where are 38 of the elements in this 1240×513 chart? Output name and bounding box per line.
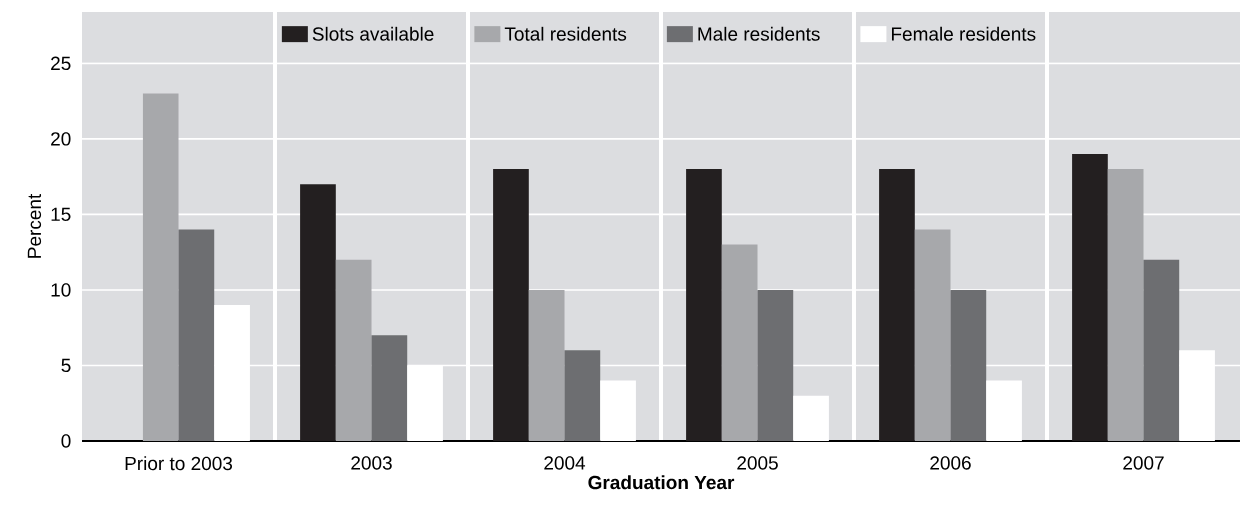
bar — [600, 380, 636, 441]
bar — [879, 169, 915, 441]
x-tick-label: 2007 — [1123, 456, 1164, 470]
y-tick-label: 25 — [51, 56, 71, 71]
bar — [335, 259, 372, 441]
bar — [178, 229, 215, 441]
bar — [986, 380, 1022, 441]
bar — [300, 184, 336, 441]
x-tick-label: 2004 — [544, 456, 586, 470]
x-tick-label: Prior to 2003 — [125, 456, 233, 471]
bar — [686, 169, 722, 441]
x-tick-label: 2006 — [930, 456, 971, 470]
bar — [528, 289, 565, 441]
bar — [493, 169, 529, 441]
legend-label: Male residents — [698, 26, 820, 41]
bar — [721, 244, 758, 441]
bar — [371, 335, 408, 441]
bar — [564, 350, 601, 441]
y-axis-title: Percent — [27, 193, 42, 258]
bar — [950, 289, 987, 441]
x-tick-label: 2005 — [737, 456, 778, 470]
bar — [1143, 259, 1180, 441]
legend-label: Slots available — [312, 26, 434, 41]
y-tick-label: 0 — [61, 434, 71, 448]
bar — [1072, 153, 1108, 441]
y-tick-label: 5 — [61, 358, 71, 373]
bar — [142, 93, 179, 441]
y-tick-label: 10 — [51, 283, 71, 297]
legend-label: Female residents — [891, 26, 1036, 41]
x-axis-title: Graduation Year — [588, 475, 735, 490]
x-tick-label: 2003 — [351, 456, 392, 470]
legend-label: Total residents — [504, 26, 627, 41]
y-tick-label: 15 — [51, 207, 71, 222]
bar — [914, 229, 951, 441]
bar — [1107, 169, 1144, 441]
bar — [757, 289, 794, 441]
y-tick-label: 20 — [51, 132, 71, 146]
bar — [793, 395, 829, 441]
